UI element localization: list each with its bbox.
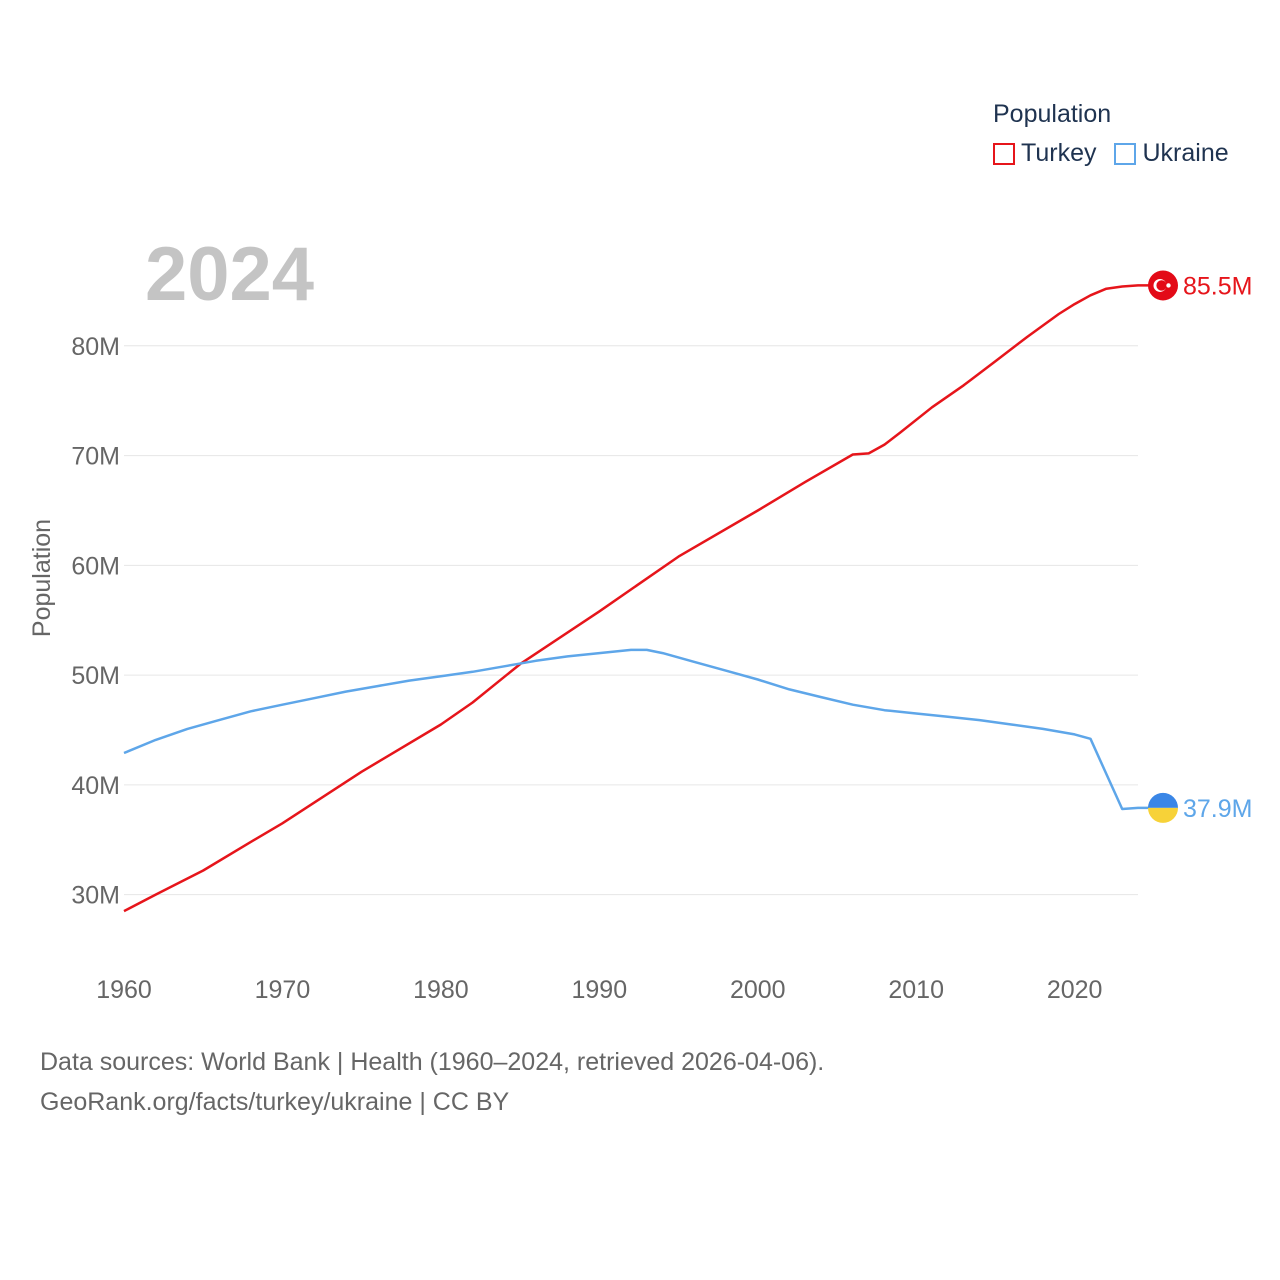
ukraine-flag-yellow xyxy=(1148,807,1178,823)
turkey-flag-star xyxy=(1166,283,1171,288)
x-tick-label: 1990 xyxy=(572,976,628,1004)
data-sources: Data sources: World Bank | Health (1960–… xyxy=(40,1042,824,1122)
legend-title: Population xyxy=(993,100,1112,128)
end-markers: 85.5M 37.9M xyxy=(1148,270,1252,823)
end-value-label-turkey: 85.5M xyxy=(1183,272,1252,300)
end-value-label-ukraine: 37.9M xyxy=(1183,795,1252,823)
turkey-flag-crescent-inner xyxy=(1156,280,1167,291)
y-tick-label: 40M xyxy=(71,772,120,800)
y-tick-label: 50M xyxy=(71,662,120,690)
x-tick-label: 1980 xyxy=(413,976,469,1004)
legend-item-ukraine[interactable]: Ukraine xyxy=(1114,139,1229,168)
y-axis-label: Population xyxy=(28,519,56,637)
series-line-ukraine xyxy=(123,648,1149,811)
x-tick-label: 1960 xyxy=(96,976,152,1004)
y-axis: 30M 40M 50M 60M 70M 80M xyxy=(71,333,120,910)
x-tick-label: 2000 xyxy=(730,976,786,1004)
legend-swatch-ukraine xyxy=(1114,142,1137,165)
sources-line-1: Data sources: World Bank | Health (1960–… xyxy=(40,1048,825,1076)
legend-label-turkey: Turkey xyxy=(1021,139,1097,167)
y-tick-label: 70M xyxy=(71,443,120,471)
series-line-turkey xyxy=(123,284,1149,913)
x-axis: 1960 1970 1980 1990 2000 2010 2020 xyxy=(96,976,1102,1004)
y-tick-label: 30M xyxy=(71,882,120,910)
series-lines xyxy=(123,284,1149,913)
x-tick-label: 2020 xyxy=(1047,976,1103,1004)
grid-lines xyxy=(124,345,1138,896)
legend: Population Turkey Ukraine xyxy=(993,100,1229,168)
sources-line-2: GeoRank.org/facts/turkey/ukraine | CC BY xyxy=(40,1088,510,1116)
legend-label-ukraine: Ukraine xyxy=(1142,139,1229,167)
x-tick-label: 2010 xyxy=(888,976,944,1004)
legend-item-turkey[interactable]: Turkey xyxy=(993,139,1096,168)
y-tick-label: 80M xyxy=(71,333,120,361)
legend-swatch-turkey xyxy=(993,142,1015,165)
ukraine-flag-icon xyxy=(1148,792,1178,823)
turkey-flag-icon xyxy=(1148,270,1178,301)
y-tick-label: 60M xyxy=(71,552,120,580)
year-label: 2024 xyxy=(145,232,314,317)
ukraine-flag-blue xyxy=(1148,792,1178,808)
x-tick-label: 1970 xyxy=(255,976,311,1004)
